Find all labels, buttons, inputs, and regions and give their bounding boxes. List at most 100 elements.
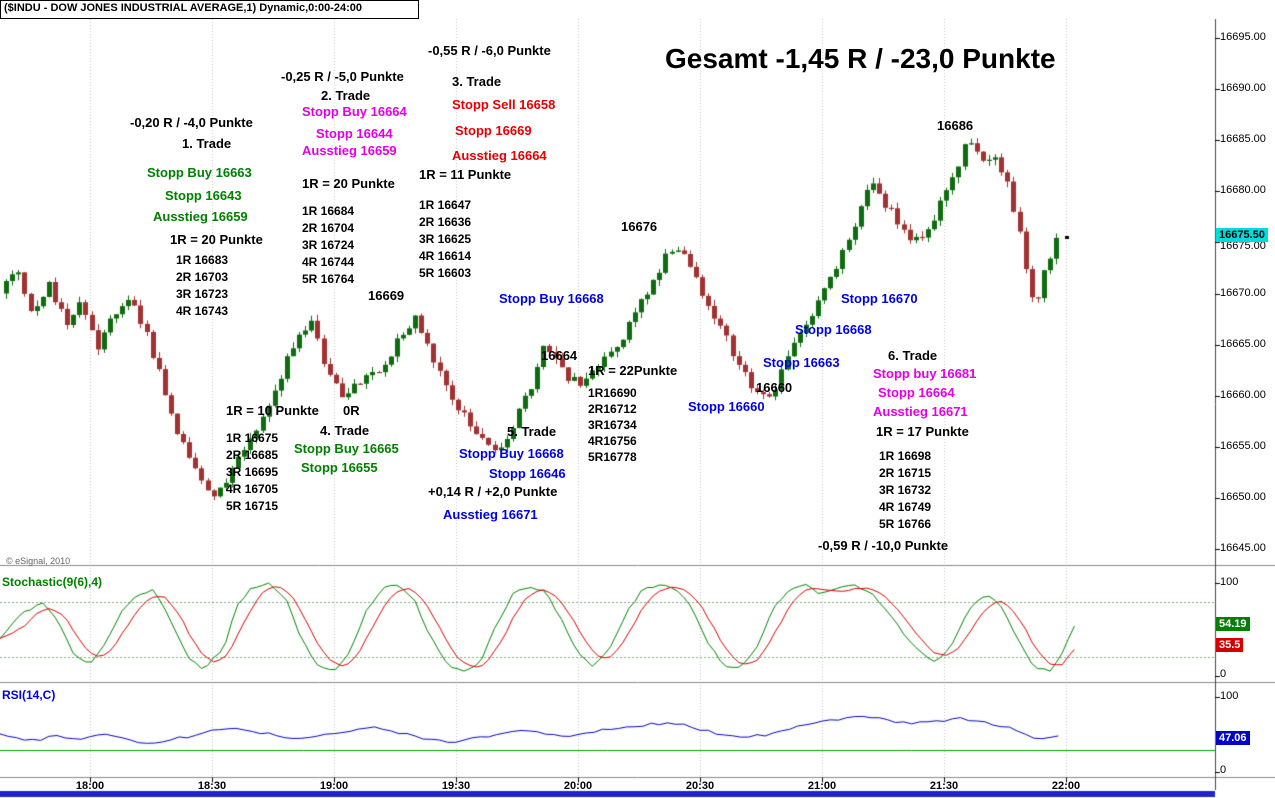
trade5-ausstieg[interactable]: Ausstieg 16671 bbox=[443, 507, 538, 522]
price-tick: 16695.00 bbox=[1220, 31, 1266, 43]
r-level: 3R 16724 bbox=[302, 238, 355, 252]
time-tick: 22:00 bbox=[1051, 780, 1081, 792]
time-tick: 19:30 bbox=[441, 780, 471, 792]
stoch-axis-max: 100 bbox=[1220, 576, 1239, 588]
time-tick: 20:30 bbox=[685, 780, 715, 792]
r-level: 2R 16703 bbox=[176, 270, 229, 284]
trade2-result[interactable]: -0,25 R / -5,0 Punkte bbox=[281, 69, 404, 84]
stoch-k-value-badge: 54.19 bbox=[1216, 617, 1250, 631]
r-level: 4R 16705 bbox=[226, 482, 279, 496]
trade6-r-unit[interactable]: 1R = 17 Punkte bbox=[876, 424, 969, 439]
r-level: 2R 16715 bbox=[879, 466, 932, 480]
r-level: 5R 16764 bbox=[302, 272, 355, 286]
price-tick: 16660.00 bbox=[1220, 389, 1266, 401]
trade4-stopp-buy[interactable]: Stopp Buy 16665 bbox=[294, 441, 399, 456]
copyright-notice: © eSignal, 2010 bbox=[6, 556, 71, 566]
price-tick: 16690.00 bbox=[1220, 82, 1266, 94]
r-level: 4R16756 bbox=[588, 434, 637, 448]
trade1-stopp[interactable]: Stopp 16643 bbox=[165, 188, 242, 203]
r-level: 4R 16743 bbox=[176, 304, 229, 318]
trade5-stopp-16660[interactable]: Stopp 16660 bbox=[688, 399, 765, 414]
r-level: 1R 16647 bbox=[419, 198, 472, 212]
r-level: 3R16734 bbox=[588, 418, 637, 432]
trade4-r-levels[interactable]: 1R 16675 2R 16685 3R 16695 4R 16705 5R 1… bbox=[226, 430, 278, 515]
price-tick: 16675.00 bbox=[1220, 240, 1266, 252]
price-tick: 16680.00 bbox=[1220, 184, 1266, 196]
r-level: 5R 16603 bbox=[419, 266, 472, 280]
trade6-ausstieg[interactable]: Ausstieg 16671 bbox=[873, 404, 968, 419]
trade6-r-levels[interactable]: 1R 16698 2R 16715 3R 16732 4R 16749 5R 1… bbox=[879, 448, 931, 533]
r-level: 1R 16675 bbox=[226, 431, 279, 445]
price-tick: 16650.00 bbox=[1220, 491, 1266, 503]
stopp-label-16668[interactable]: Stopp 16668 bbox=[795, 322, 872, 337]
trade3-stopp[interactable]: Stopp 16669 bbox=[455, 123, 532, 138]
trade6-title[interactable]: 6. Trade bbox=[888, 348, 938, 363]
trade2-stopp[interactable]: Stopp 16644 bbox=[316, 126, 393, 141]
trade4-title[interactable]: 4. Trade bbox=[320, 423, 370, 438]
trade4-stopp[interactable]: Stopp 16655 bbox=[301, 460, 378, 475]
trade3-r-unit[interactable]: 1R = 11 Punkte bbox=[419, 167, 512, 182]
rsi-axis-min: 0 bbox=[1220, 764, 1227, 776]
trade3-title[interactable]: 3. Trade bbox=[452, 74, 502, 89]
trade5-stopp[interactable]: Stopp 16646 bbox=[489, 466, 566, 481]
stopp-label-16663[interactable]: Stopp 16663 bbox=[763, 355, 840, 370]
r-level: 1R 16684 bbox=[302, 204, 355, 218]
summary-total-result[interactable]: Gesamt -1,45 R / -23,0 Punkte bbox=[665, 43, 1056, 74]
trade1-r-levels[interactable]: 1R 16683 2R 16703 3R 16723 4R 16743 bbox=[176, 252, 228, 320]
rsi-label: RSI(14,C) bbox=[2, 688, 56, 702]
peak-label-16686[interactable]: 16686 bbox=[937, 118, 974, 133]
r-level: 3R 16625 bbox=[419, 232, 472, 246]
trade2-r-levels[interactable]: 1R 16684 2R 16704 3R 16724 4R 16744 5R 1… bbox=[302, 203, 354, 288]
trade2-r-unit[interactable]: 1R = 20 Punkte bbox=[302, 176, 395, 191]
chart-title-bar: ($INDU - DOW JONES INDUSTRIAL AVERAGE,1)… bbox=[0, 0, 419, 19]
trade5-stopp-buy[interactable]: Stopp Buy 16668 bbox=[459, 446, 564, 461]
peak-label-16669[interactable]: 16669 bbox=[368, 288, 405, 303]
trade6-result[interactable]: -0,59 R / -10,0 Punkte bbox=[818, 538, 949, 553]
trade5-price-label-16664[interactable]: 16664 bbox=[541, 348, 578, 363]
trade5-r-levels[interactable]: 1R16690 2R16712 3R16734 4R16756 5R16778 bbox=[588, 385, 637, 465]
peak-label-16676[interactable]: 16676 bbox=[621, 219, 658, 234]
trade1-stopp-buy[interactable]: Stopp Buy 16663 bbox=[147, 165, 252, 180]
stopp-label-16670[interactable]: Stopp 16670 bbox=[841, 291, 918, 306]
stochastic-label: Stochastic(9(6),4) bbox=[2, 575, 103, 589]
time-tick: 19:00 bbox=[319, 780, 349, 792]
trade2-title[interactable]: 2. Trade bbox=[321, 88, 371, 103]
trade2-ausstieg[interactable]: Ausstieg 16659 bbox=[302, 143, 397, 158]
trade1-ausstieg[interactable]: Ausstieg 16659 bbox=[153, 209, 248, 224]
r-level: 3R 16732 bbox=[879, 483, 932, 497]
trade1-result[interactable]: -0,20 R / -4,0 Punkte bbox=[130, 115, 253, 130]
r-level: 2R 16636 bbox=[419, 215, 472, 229]
trade5-stopp-buy-upper[interactable]: Stopp Buy 16668 bbox=[499, 291, 604, 306]
stoch-axis-min: 0 bbox=[1220, 668, 1227, 680]
trade4-zero-r[interactable]: 0R bbox=[343, 403, 360, 418]
trade6-stopp-buy[interactable]: Stopp buy 16681 bbox=[873, 366, 977, 381]
trade1-r-unit[interactable]: 1R = 20 Punkte bbox=[170, 232, 263, 247]
time-tick: 21:30 bbox=[929, 780, 959, 792]
trade6-stopp[interactable]: Stopp 16664 bbox=[878, 385, 955, 400]
r-level: 1R 16683 bbox=[176, 253, 229, 267]
r-level: 4R 16749 bbox=[879, 500, 932, 514]
time-tick: 21:00 bbox=[807, 780, 837, 792]
trade3-r-levels[interactable]: 1R 16647 2R 16636 3R 16625 4R 16614 5R 1… bbox=[419, 197, 471, 282]
rsi-axis-max: 100 bbox=[1220, 690, 1239, 702]
trade1-title[interactable]: 1. Trade bbox=[182, 136, 232, 151]
chart-title: ($INDU - DOW JONES INDUSTRIAL AVERAGE,1)… bbox=[4, 2, 362, 14]
r-level: 1R 16698 bbox=[879, 449, 932, 463]
price-tick: 16685.00 bbox=[1220, 133, 1266, 145]
r-level: 4R 16614 bbox=[419, 249, 472, 263]
trade4-r-unit[interactable]: 1R = 10 Punkte bbox=[226, 403, 319, 418]
price-tick: 16645.00 bbox=[1220, 542, 1266, 554]
trade5-r-unit[interactable]: 1R = 22Punkte bbox=[588, 363, 678, 378]
trade3-ausstieg[interactable]: Ausstieg 16664 bbox=[452, 148, 547, 163]
trade5-result[interactable]: +0,14 R / +2,0 Punkte bbox=[428, 484, 558, 499]
trade5-price-label-16660[interactable]: 16660 bbox=[756, 380, 793, 395]
trade3-stopp-sell[interactable]: Stopp Sell 16658 bbox=[452, 97, 556, 112]
trade2-stopp-buy[interactable]: Stopp Buy 16664 bbox=[302, 104, 407, 119]
trade3-result[interactable]: -0,55 R / -6,0 Punkte bbox=[428, 43, 551, 58]
stoch-d-value-badge: 35.5 bbox=[1216, 638, 1244, 652]
r-level: 3R 16695 bbox=[226, 465, 279, 479]
r-level: 2R 16704 bbox=[302, 221, 355, 235]
trade5-title[interactable]: 5. Trade bbox=[507, 424, 557, 439]
